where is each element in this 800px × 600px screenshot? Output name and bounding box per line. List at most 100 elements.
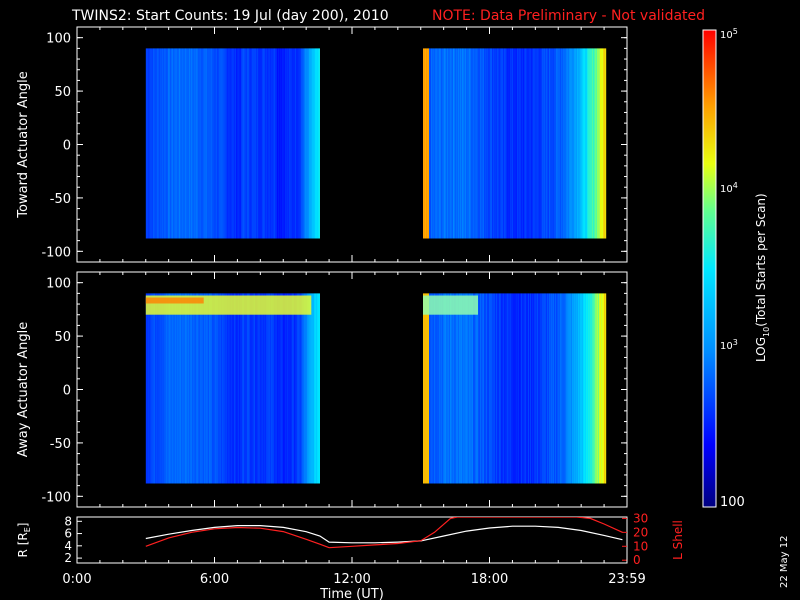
heatmap-column (255, 48, 257, 239)
heatmap-column (205, 48, 207, 239)
heatmap-column (570, 48, 572, 239)
heatmap-column (487, 293, 489, 484)
heatmap-column (600, 48, 602, 239)
heatmap-column (582, 293, 584, 484)
heatmap-column (496, 48, 498, 239)
heatmap-column (233, 293, 235, 484)
heatmap-column (573, 48, 575, 239)
heatmap-column (163, 48, 165, 239)
plot-title: TWINS2: Start Counts: 19 Jul (day 200), … (71, 8, 389, 24)
heatmap-column (195, 293, 197, 484)
heatmap-column (450, 293, 452, 484)
heatmap-column (269, 293, 271, 484)
heatmap-column (271, 48, 273, 239)
heatmap-column (254, 48, 256, 239)
heatmap-column (171, 48, 173, 239)
heatmap-column (480, 48, 482, 239)
heatmap-column (191, 293, 193, 484)
heatmap-column (425, 293, 427, 484)
heatmap-column (262, 293, 264, 484)
heatmap-column (448, 293, 450, 484)
heatmap-column (246, 293, 248, 484)
heatmap-column (275, 293, 277, 484)
heatmap-column (590, 48, 592, 239)
heatmap-column (213, 48, 215, 239)
heatmap-column (147, 293, 149, 484)
heatmap-column (474, 48, 476, 239)
heatmap-column (540, 48, 542, 239)
heatmap-column (463, 293, 465, 484)
heatmap-column (506, 293, 508, 484)
heatmap-column (300, 293, 302, 484)
heatmap-column (304, 48, 306, 239)
heatmap-column (583, 293, 585, 484)
heatmap-column (564, 48, 566, 239)
heatmap-column (536, 48, 538, 239)
heatmap-column (167, 48, 169, 239)
heatmap-column (509, 293, 511, 484)
heatmap-column (244, 48, 246, 239)
heatmap-column (437, 293, 439, 484)
heatmap-column (200, 293, 202, 484)
y-tick-label: 0 (63, 384, 71, 399)
heatmap-column (268, 48, 270, 239)
heatmap-column (221, 48, 223, 239)
heatmap-column (436, 293, 438, 484)
heatmap-column (289, 48, 291, 239)
heatmap-column (466, 293, 468, 484)
heatmap-column (158, 293, 160, 484)
heatmap-column (518, 293, 520, 484)
heatmap-column (221, 293, 223, 484)
colorbar-tick-1e3: 103 (720, 338, 738, 352)
heatmap-column (552, 48, 554, 239)
heatmap-column (575, 293, 577, 484)
heatmap-column (591, 48, 593, 239)
heatmap-column (603, 48, 605, 239)
heatmap-column (567, 48, 569, 239)
heatmap-column (165, 48, 167, 239)
heatmap-column (476, 293, 478, 484)
heatmap-column (213, 293, 215, 484)
heatmap-column (492, 48, 494, 239)
orbit-right-tick-label: 20 (633, 525, 648, 539)
heatmap-column (249, 48, 251, 239)
y-tick-label: -100 (41, 490, 71, 505)
heatmap-column (164, 48, 166, 239)
heatmap-column (169, 48, 171, 239)
heatmap-column (423, 293, 425, 484)
heatmap-column (523, 293, 525, 484)
heatmap-column (300, 48, 302, 239)
heatmap-column (202, 293, 204, 484)
heatmap-column (457, 293, 459, 484)
heatmap-column (586, 48, 588, 239)
heatmap-column (261, 48, 263, 239)
heatmap-column (436, 48, 438, 239)
heatmap-column (459, 48, 461, 239)
heatmap-column (278, 293, 280, 484)
heatmap-column (453, 293, 455, 484)
heatmap-column (154, 48, 156, 239)
heatmap-column (500, 48, 502, 239)
heatmap-column (306, 48, 308, 239)
heatmap-column (245, 48, 247, 239)
heatmap-column (461, 48, 463, 239)
heatmap-column (205, 293, 207, 484)
heatmap-peak-band (145, 297, 204, 304)
heatmap-column (546, 293, 548, 484)
heatmap-column (157, 293, 159, 484)
heatmap-column (158, 48, 160, 239)
heatmap-column (601, 48, 603, 239)
heatmap-column (481, 48, 483, 239)
heatmap-column (146, 48, 148, 239)
heatmap-column (161, 48, 163, 239)
heatmap-column (537, 293, 539, 484)
heatmap-column (238, 48, 240, 239)
heatmap-column (499, 293, 501, 484)
heatmap-column (534, 48, 536, 239)
heatmap-column (535, 293, 537, 484)
heatmap-column (146, 293, 148, 484)
heatmap-column (431, 293, 433, 484)
heatmap-column (232, 293, 234, 484)
heatmap-column (255, 293, 257, 484)
